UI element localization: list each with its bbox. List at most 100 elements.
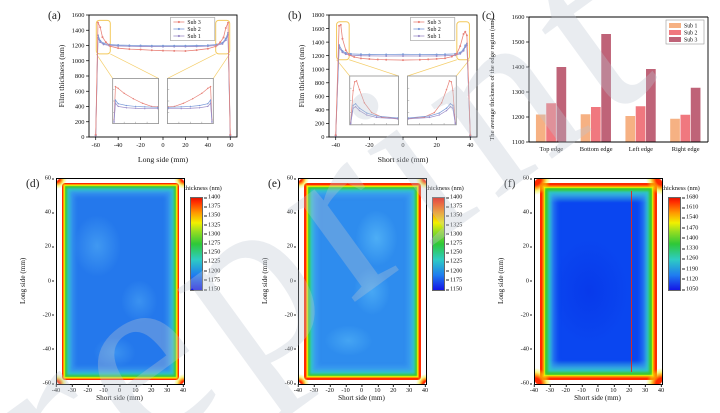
tick-label: 20 bbox=[522, 242, 533, 250]
tick-label: 0 bbox=[595, 384, 600, 394]
panel-b-letter: (b) bbox=[288, 10, 302, 22]
tick-label: 40 bbox=[44, 208, 55, 216]
tick-label: 1050 bbox=[682, 285, 699, 293]
tick-label: 1610 bbox=[682, 203, 699, 211]
svg-text:0: 0 bbox=[401, 142, 404, 149]
svg-text:1400: 1400 bbox=[512, 64, 525, 71]
tick-label: 0 bbox=[289, 277, 297, 284]
svg-text:1400: 1400 bbox=[312, 39, 325, 46]
svg-text:600: 600 bbox=[75, 88, 85, 95]
svg-text:0: 0 bbox=[161, 142, 164, 149]
svg-text:1200: 1200 bbox=[72, 43, 85, 50]
tick-label: 40 bbox=[421, 384, 429, 394]
panel-b: (b) -40 -20 0 20 40 0 200 400 600 800 1000 1200 1400… bbox=[284, 4, 484, 166]
panel-d-xticks: -40 -30 -20 -10 0 10 20 30 40 bbox=[52, 384, 187, 396]
panel-e-xlabel: Short side (mm) bbox=[338, 394, 385, 402]
line-chart-a: -60 -40 -20 0 20 40 60020040060080010001200140… bbox=[57, 12, 238, 164]
panel-d-xlabel: Short side (mm) bbox=[96, 394, 143, 402]
svg-text:Right edge: Right edge bbox=[672, 146, 700, 153]
colorbar-f bbox=[668, 197, 681, 291]
panel-e-yticks: 60 40 20 0 -20 -40 -60 bbox=[274, 175, 297, 387]
tick-label: 20 bbox=[44, 242, 55, 250]
tick-label: 1400 bbox=[204, 193, 221, 201]
bar-chart-c: 1100 1200 1300 1400 1500 1600 The average thic… bbox=[489, 14, 709, 153]
colorbar-f-labels: 1680 1610 1540 1470 1400 1330 1260 1190 1120 1050 bbox=[681, 194, 715, 293]
svg-text:400: 400 bbox=[75, 104, 85, 111]
svg-text:1300: 1300 bbox=[512, 89, 525, 96]
panel-a-letter: (a) bbox=[48, 10, 61, 22]
tick-label: 40 bbox=[522, 208, 533, 216]
svg-text:Sub 3: Sub 3 bbox=[427, 20, 440, 26]
tick-label: 30 bbox=[641, 384, 649, 394]
svg-text:20: 20 bbox=[433, 142, 439, 149]
tick-label: 1275 bbox=[204, 239, 221, 247]
svg-text:Top edge: Top edge bbox=[540, 146, 564, 153]
svg-text:1400: 1400 bbox=[72, 27, 85, 34]
tick-label: 10 bbox=[610, 384, 617, 394]
tick-label: -20 bbox=[42, 311, 55, 319]
svg-text:Left edge: Left edge bbox=[629, 146, 653, 153]
tick-label: 1225 bbox=[446, 257, 463, 265]
tick-label: -20 bbox=[520, 311, 533, 319]
tick-label: 30 bbox=[405, 384, 413, 394]
svg-text:Sub 2: Sub 2 bbox=[187, 27, 200, 33]
tick-label: 1375 bbox=[204, 202, 221, 210]
tick-label: 1300 bbox=[204, 230, 221, 238]
svg-text:400: 400 bbox=[315, 107, 325, 114]
tick-label: -30 bbox=[309, 384, 319, 394]
tick-label: -40 bbox=[51, 384, 61, 394]
panel-f-letter: (f) bbox=[504, 178, 516, 190]
svg-text:0: 0 bbox=[321, 134, 324, 141]
panel-f-ylabel: Long side (mm) bbox=[497, 257, 505, 304]
panel-f-xticks: -40 -30 -20 -10 0 10 20 30 40 bbox=[530, 384, 665, 396]
tick-label: -40 bbox=[42, 345, 55, 353]
heatmap-e-plot bbox=[298, 178, 427, 385]
svg-text:-20: -20 bbox=[136, 142, 145, 149]
svg-text:1000: 1000 bbox=[312, 66, 325, 73]
tick-label: 0 bbox=[47, 277, 55, 284]
tick-label: 1375 bbox=[446, 202, 463, 210]
tick-label: 1470 bbox=[682, 224, 699, 232]
tick-label: 1325 bbox=[204, 221, 221, 229]
tick-label: 40 bbox=[179, 384, 187, 394]
panel-e: (e) Long side (mm) 60 40 20 0 -20 -40 -60 -40-… bbox=[260, 170, 488, 410]
heatmap-e-sample bbox=[304, 183, 421, 380]
tick-label: 20 bbox=[286, 242, 297, 250]
svg-text:1000: 1000 bbox=[72, 58, 85, 65]
tick-label: 1400 bbox=[446, 193, 463, 201]
tick-label: 1325 bbox=[446, 221, 463, 229]
tick-label: -40 bbox=[520, 345, 533, 353]
tick-label: 20 bbox=[148, 384, 155, 394]
svg-text:Sub 3: Sub 3 bbox=[684, 38, 697, 44]
tick-label: -20 bbox=[83, 384, 92, 394]
tick-label: 40 bbox=[657, 384, 665, 394]
svg-text:1600: 1600 bbox=[312, 26, 325, 33]
tick-label: -20 bbox=[284, 311, 297, 319]
svg-text:Sub 3: Sub 3 bbox=[187, 20, 200, 26]
tick-label: -20 bbox=[561, 384, 570, 394]
tick-label: -60 bbox=[284, 379, 297, 387]
tick-label: 60 bbox=[44, 174, 55, 182]
svg-text:1200: 1200 bbox=[312, 53, 325, 60]
panel-d-letter: (d) bbox=[26, 178, 40, 190]
svg-text:-40: -40 bbox=[331, 142, 340, 149]
svg-text:60: 60 bbox=[227, 142, 233, 149]
tick-label: 1225 bbox=[204, 257, 221, 265]
tick-label: 40 bbox=[286, 208, 297, 216]
tick-label: -60 bbox=[42, 379, 55, 387]
tick-label: -30 bbox=[545, 384, 555, 394]
tick-label: 20 bbox=[626, 384, 633, 394]
colorbar-e-labels: 1400 1375 1350 1325 1300 1275 1250 1225 1200 1175… bbox=[445, 193, 479, 293]
tick-label: 10 bbox=[374, 384, 381, 394]
svg-text:1800: 1800 bbox=[312, 12, 325, 19]
svg-text:Sub 1: Sub 1 bbox=[427, 34, 440, 40]
panel-d-yticks: 60 40 20 0 -20 -40 -60 bbox=[32, 174, 55, 387]
svg-text:Film thickness (nm): Film thickness (nm) bbox=[297, 44, 306, 107]
tick-label: 60 bbox=[522, 174, 533, 182]
tick-label: -40 bbox=[284, 345, 297, 353]
panel-e-xticks: -40 -30 -20 -10 0 10 20 30 40 bbox=[294, 384, 429, 396]
svg-text:1200: 1200 bbox=[512, 114, 525, 121]
panel-f-xlabel: Short side (mm) bbox=[574, 394, 621, 402]
svg-text:-20: -20 bbox=[365, 142, 374, 149]
colorbar-e bbox=[432, 197, 445, 291]
